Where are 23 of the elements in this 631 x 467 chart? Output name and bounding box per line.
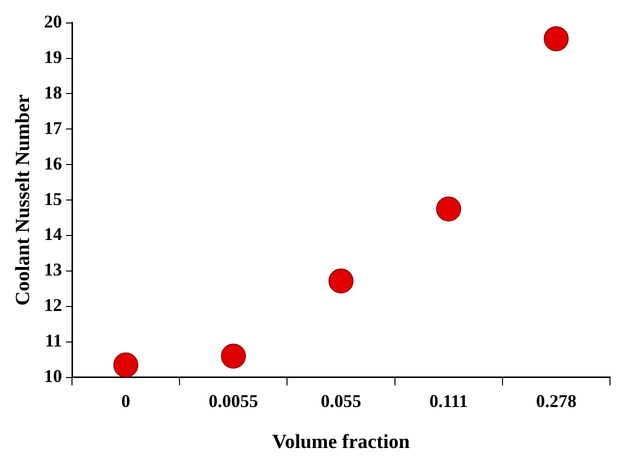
point xyxy=(544,26,569,52)
y-tick-label: 16 xyxy=(44,153,62,174)
x-axis-title: Volume fraction xyxy=(272,431,410,454)
y-tick-label: 17 xyxy=(44,118,62,138)
point xyxy=(436,196,462,222)
y-tick-label: 10 xyxy=(44,366,62,386)
y-tick-label: 12 xyxy=(44,295,62,316)
y-tick-label: 18 xyxy=(44,82,62,102)
x-tick-label: 0.111 xyxy=(429,390,468,411)
point xyxy=(220,344,246,369)
y-tick-label: 14 xyxy=(44,224,62,244)
y-tick-label: 20 xyxy=(44,11,62,32)
y-tick-label: 11 xyxy=(44,330,62,351)
x-tick-label: 0.0055 xyxy=(208,390,258,411)
point xyxy=(113,352,138,378)
y-tick-label: 13 xyxy=(44,260,62,280)
point xyxy=(328,268,354,294)
x-tick-label: 0 xyxy=(121,390,130,411)
y-axis-title: Coolant Nusselt Number xyxy=(12,94,34,306)
y-tick-label: 19 xyxy=(44,46,62,67)
x-tick-label: 0.278 xyxy=(536,390,576,411)
x-tick-label: 0.055 xyxy=(320,390,362,411)
y-tick-label: 15 xyxy=(44,188,62,209)
